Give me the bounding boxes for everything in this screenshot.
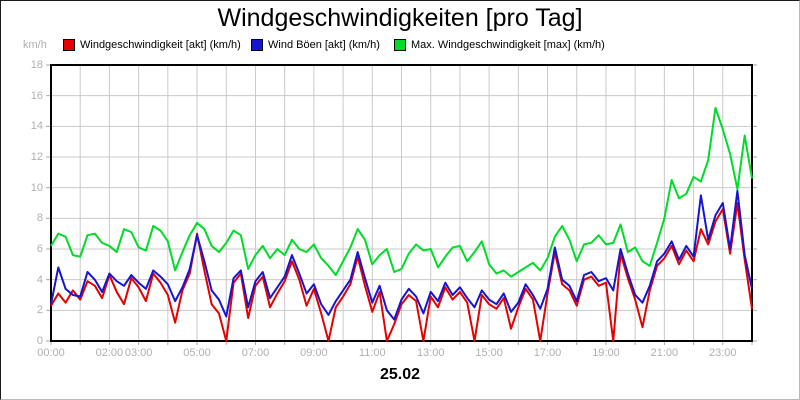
x-axis-date-label: 25.02 bbox=[379, 366, 421, 383]
y-tick-label: 14 bbox=[30, 120, 43, 133]
legend-item-wind-boeen: Wind Böen [akt] (km/h) bbox=[251, 38, 380, 52]
x-tick-label: 21:00 bbox=[650, 347, 679, 359]
series-max bbox=[50, 106, 753, 278]
legend-swatch-blue-icon bbox=[251, 39, 263, 51]
y-tick-label: 4 bbox=[36, 273, 43, 286]
page-title: Windgeschwindigkeiten [pro Tag] bbox=[217, 4, 583, 32]
y-tick-label: 6 bbox=[36, 243, 43, 255]
x-tick-label: 03:00 bbox=[124, 347, 153, 359]
x-tick-label: 17:00 bbox=[533, 347, 562, 359]
y-tick-label: 18 bbox=[30, 59, 43, 71]
legend-swatch-red-icon bbox=[63, 39, 75, 51]
legend-label: Windgeschwindigkeit [akt] (km/h) bbox=[80, 39, 241, 51]
legend-swatch-green-icon bbox=[394, 39, 406, 51]
y-tick-label: 16 bbox=[30, 89, 43, 102]
x-tick-label: 05:00 bbox=[183, 347, 211, 359]
legend-item-windgeschwindigkeit: Windgeschwindigkeit [akt] (km/h) bbox=[63, 38, 241, 52]
x-tick-label: 13:00 bbox=[416, 347, 445, 359]
x-tick-label: 02:00 bbox=[95, 347, 124, 359]
plot-border bbox=[50, 64, 753, 342]
x-tick-label: 00:00 bbox=[37, 347, 65, 359]
chart-legend: Windgeschwindigkeit [akt] (km/h) Wind Bö… bbox=[1, 38, 799, 52]
y-tick-label: 8 bbox=[36, 212, 43, 225]
x-tick-label: 19:00 bbox=[592, 347, 620, 359]
y-tick-label: 10 bbox=[30, 181, 43, 194]
x-tick-label: 11:00 bbox=[358, 347, 386, 359]
y-tick-label: 0 bbox=[36, 335, 43, 347]
y-tick-label: 2 bbox=[36, 304, 43, 317]
x-tick-label: 23:00 bbox=[709, 347, 737, 359]
legend-item-max-windgeschwindigkeit: Max. Windgeschwindigkeit [max] (km/h) bbox=[394, 38, 605, 52]
x-tick-label: 15:00 bbox=[475, 347, 503, 359]
x-tick-label: 07:00 bbox=[241, 347, 270, 359]
x-tick-label: 09:00 bbox=[300, 347, 328, 359]
series-boeen bbox=[50, 189, 753, 321]
y-tick-label: 12 bbox=[30, 151, 43, 163]
legend-label: Wind Böen [akt] (km/h) bbox=[268, 39, 380, 51]
y-axis-unit-label: km/h bbox=[23, 39, 47, 51]
series-akt bbox=[50, 202, 753, 342]
legend-label: Max. Windgeschwindigkeit [max] (km/h) bbox=[411, 39, 605, 51]
